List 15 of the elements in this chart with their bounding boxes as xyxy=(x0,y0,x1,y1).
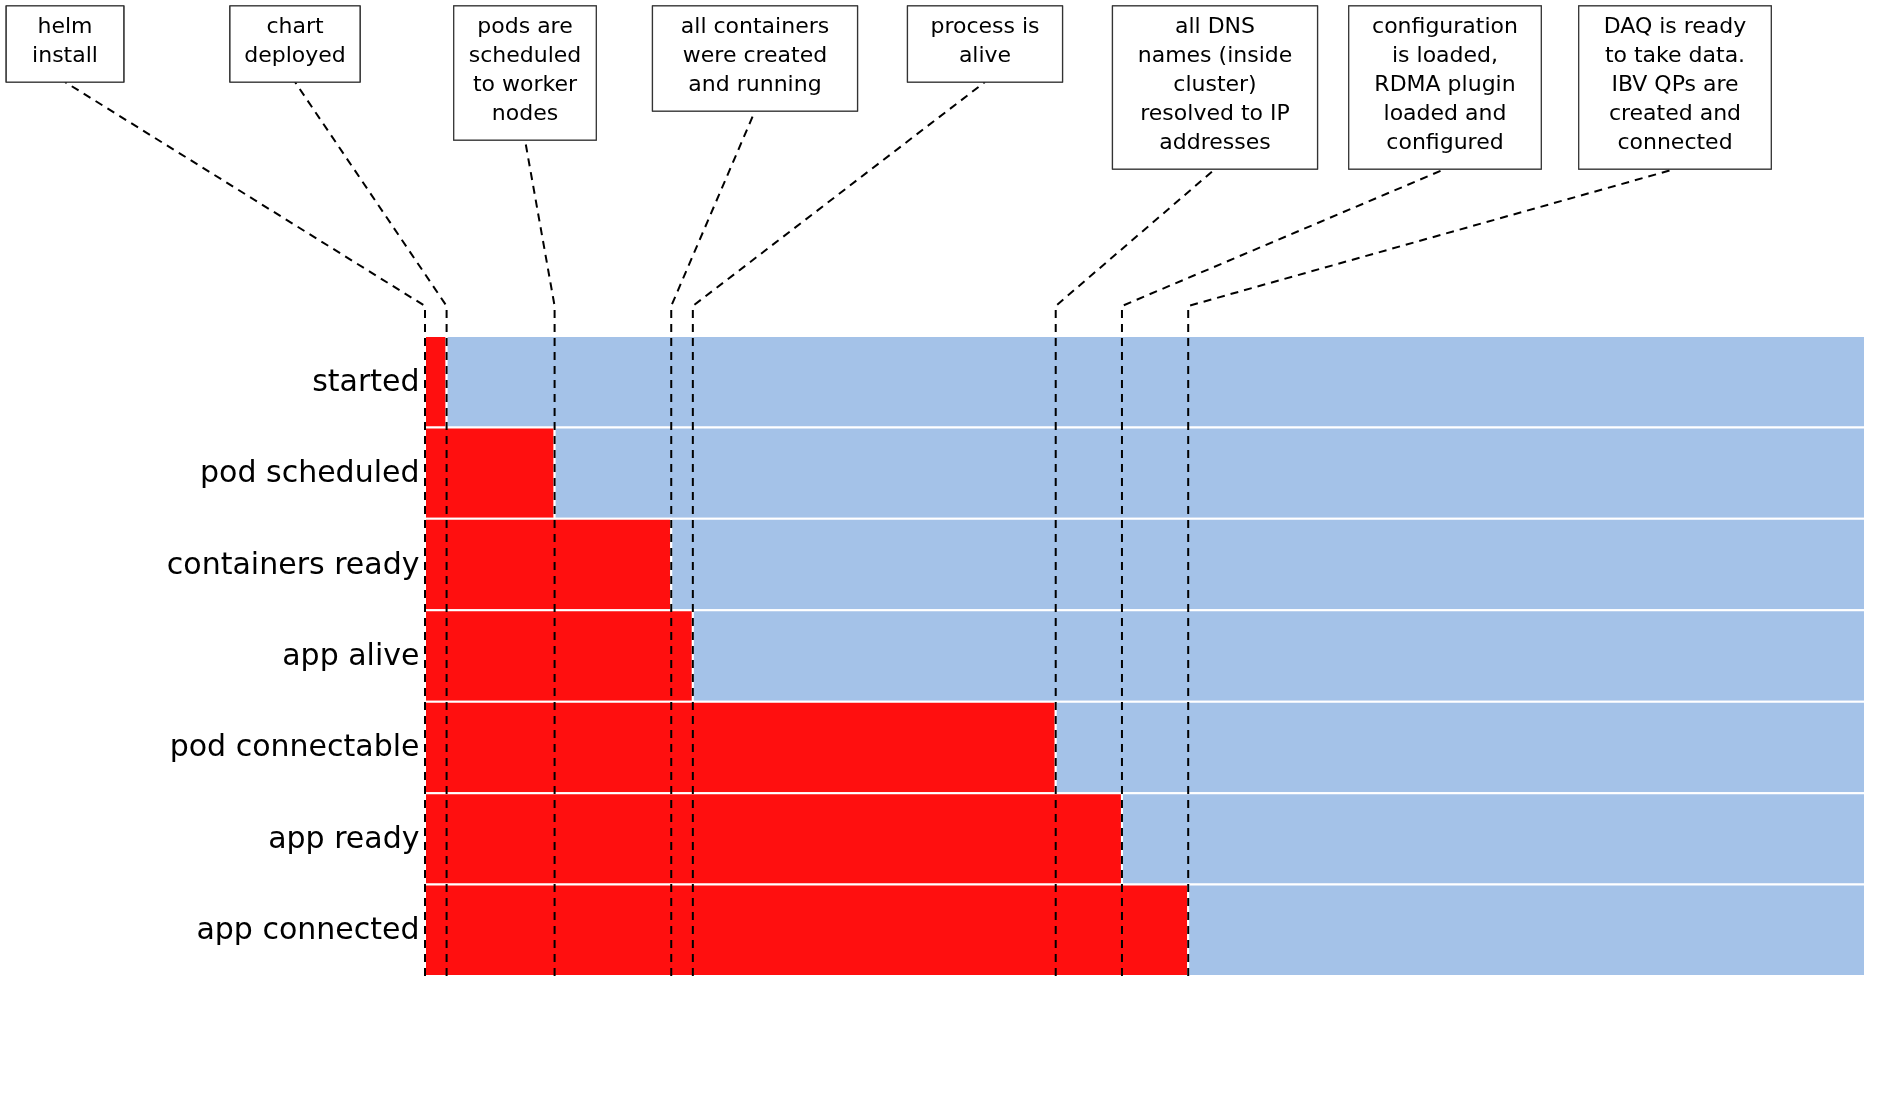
y-tick-label: pod scheduled xyxy=(200,454,420,490)
ref-line-label: pods are scheduled to worker nodes xyxy=(468,13,582,125)
y-tick-label: app alive xyxy=(282,637,420,672)
ref-line-label: DAQ is ready to take data. IBV QPs are created and connected xyxy=(1603,13,1747,154)
y-tick-label: app ready xyxy=(268,819,420,855)
ref-line-label: process is alive xyxy=(930,13,1040,67)
ref-line-label: chart deployed xyxy=(244,13,346,67)
y-tick-label: containers ready xyxy=(166,545,420,581)
y-tick-label: app connected xyxy=(196,911,420,947)
ref-line-label: all DNS names (inside cluster) resolved to IP addresses xyxy=(1137,13,1293,154)
ref-line-label: helm install xyxy=(32,13,98,67)
ref-line-label: all containers were created and running xyxy=(680,13,830,96)
y-tick-label: pod connectable xyxy=(169,728,420,764)
ref-line-label: configuration is loaded, RDMA plugin loaded and configured xyxy=(1372,13,1518,154)
y-tick-label: started xyxy=(312,362,420,398)
